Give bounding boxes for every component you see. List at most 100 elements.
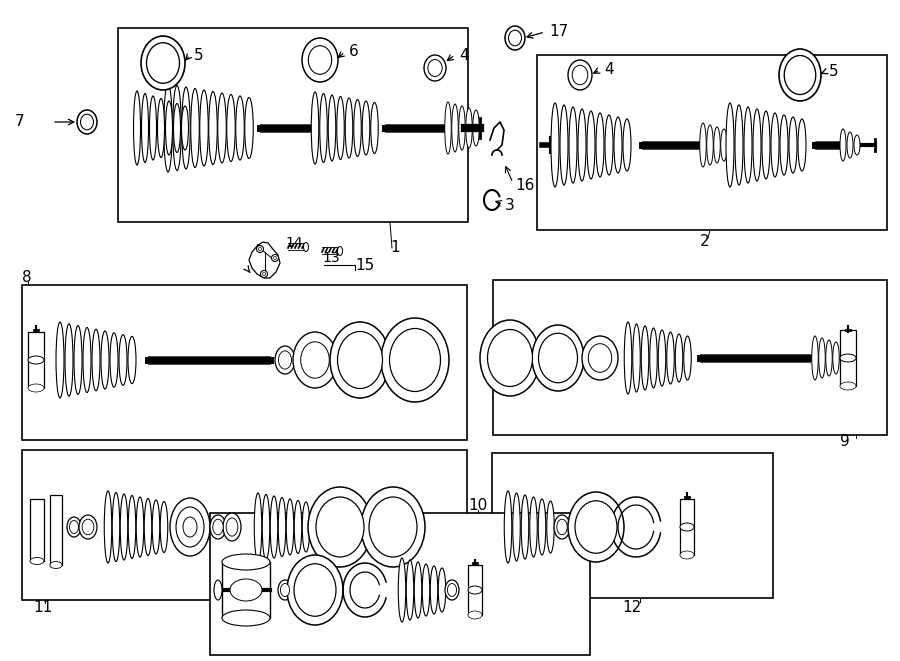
Ellipse shape bbox=[92, 329, 100, 391]
Ellipse shape bbox=[614, 117, 622, 173]
Ellipse shape bbox=[381, 318, 449, 402]
Ellipse shape bbox=[721, 129, 727, 161]
Ellipse shape bbox=[398, 558, 406, 622]
Ellipse shape bbox=[847, 132, 853, 158]
Ellipse shape bbox=[338, 332, 382, 389]
Ellipse shape bbox=[513, 493, 520, 561]
Ellipse shape bbox=[200, 90, 208, 166]
Ellipse shape bbox=[316, 497, 364, 557]
Ellipse shape bbox=[641, 326, 649, 390]
Bar bbox=[210, 513, 590, 655]
Ellipse shape bbox=[530, 497, 537, 557]
Ellipse shape bbox=[840, 129, 846, 161]
Ellipse shape bbox=[680, 523, 694, 531]
Ellipse shape bbox=[160, 502, 167, 553]
Ellipse shape bbox=[65, 324, 73, 396]
Ellipse shape bbox=[236, 96, 244, 160]
Bar bbox=[50, 495, 62, 565]
Text: 3: 3 bbox=[505, 198, 515, 212]
Ellipse shape bbox=[551, 103, 559, 187]
Bar bbox=[22, 285, 467, 440]
Text: 5: 5 bbox=[829, 65, 839, 79]
Ellipse shape bbox=[605, 115, 613, 175]
Ellipse shape bbox=[508, 30, 521, 46]
Ellipse shape bbox=[230, 579, 262, 601]
Text: 8: 8 bbox=[22, 270, 32, 286]
Ellipse shape bbox=[578, 109, 586, 181]
Ellipse shape bbox=[191, 89, 199, 167]
Ellipse shape bbox=[819, 338, 825, 378]
Ellipse shape bbox=[278, 351, 292, 369]
Ellipse shape bbox=[582, 336, 618, 380]
Ellipse shape bbox=[445, 580, 459, 600]
Ellipse shape bbox=[361, 487, 425, 567]
Ellipse shape bbox=[147, 43, 179, 83]
Ellipse shape bbox=[260, 270, 267, 278]
Ellipse shape bbox=[278, 498, 286, 557]
Ellipse shape bbox=[30, 557, 44, 564]
Ellipse shape bbox=[330, 322, 390, 398]
Ellipse shape bbox=[445, 102, 451, 154]
Ellipse shape bbox=[133, 91, 140, 165]
Ellipse shape bbox=[222, 554, 270, 570]
Ellipse shape bbox=[338, 247, 343, 256]
Ellipse shape bbox=[633, 324, 640, 392]
Ellipse shape bbox=[812, 336, 818, 380]
Ellipse shape bbox=[623, 119, 631, 171]
Ellipse shape bbox=[28, 356, 44, 364]
Ellipse shape bbox=[121, 494, 128, 560]
Ellipse shape bbox=[459, 106, 465, 150]
Text: 13: 13 bbox=[322, 251, 339, 265]
Ellipse shape bbox=[287, 555, 343, 625]
Ellipse shape bbox=[504, 491, 512, 563]
Text: 15: 15 bbox=[355, 258, 374, 272]
Ellipse shape bbox=[840, 354, 856, 362]
Ellipse shape bbox=[438, 568, 446, 612]
Ellipse shape bbox=[278, 580, 292, 600]
Ellipse shape bbox=[176, 507, 204, 547]
Text: 11: 11 bbox=[33, 600, 52, 615]
Ellipse shape bbox=[422, 564, 430, 616]
Text: 16: 16 bbox=[515, 178, 535, 192]
Ellipse shape bbox=[222, 610, 270, 626]
Bar bbox=[537, 55, 887, 230]
Ellipse shape bbox=[362, 101, 370, 155]
Ellipse shape bbox=[625, 322, 632, 394]
Ellipse shape bbox=[210, 515, 226, 539]
Ellipse shape bbox=[667, 332, 674, 384]
Ellipse shape bbox=[170, 498, 210, 556]
Ellipse shape bbox=[538, 499, 545, 555]
Ellipse shape bbox=[294, 564, 336, 616]
Ellipse shape bbox=[80, 114, 94, 130]
Ellipse shape bbox=[136, 497, 144, 557]
Ellipse shape bbox=[430, 566, 437, 614]
Ellipse shape bbox=[274, 256, 276, 260]
Ellipse shape bbox=[302, 38, 338, 82]
Ellipse shape bbox=[466, 108, 472, 148]
Ellipse shape bbox=[254, 493, 262, 561]
Ellipse shape bbox=[784, 56, 815, 95]
Ellipse shape bbox=[69, 520, 78, 533]
Ellipse shape bbox=[346, 98, 353, 158]
Ellipse shape bbox=[684, 336, 691, 380]
Ellipse shape bbox=[369, 497, 417, 557]
Text: 4: 4 bbox=[604, 63, 614, 77]
Ellipse shape bbox=[152, 500, 160, 554]
Bar bbox=[468, 565, 482, 615]
Ellipse shape bbox=[832, 342, 839, 374]
Ellipse shape bbox=[166, 101, 173, 155]
Ellipse shape bbox=[480, 320, 540, 396]
Ellipse shape bbox=[488, 329, 533, 387]
Ellipse shape bbox=[28, 384, 44, 392]
Ellipse shape bbox=[245, 98, 253, 159]
Ellipse shape bbox=[293, 332, 337, 388]
Bar bbox=[22, 450, 467, 600]
Ellipse shape bbox=[67, 517, 81, 537]
Ellipse shape bbox=[301, 342, 329, 378]
Text: 17: 17 bbox=[549, 24, 568, 40]
Ellipse shape bbox=[303, 243, 309, 251]
Ellipse shape bbox=[183, 517, 197, 537]
Text: 1: 1 bbox=[390, 241, 400, 256]
Ellipse shape bbox=[414, 562, 422, 618]
Ellipse shape bbox=[275, 346, 295, 374]
